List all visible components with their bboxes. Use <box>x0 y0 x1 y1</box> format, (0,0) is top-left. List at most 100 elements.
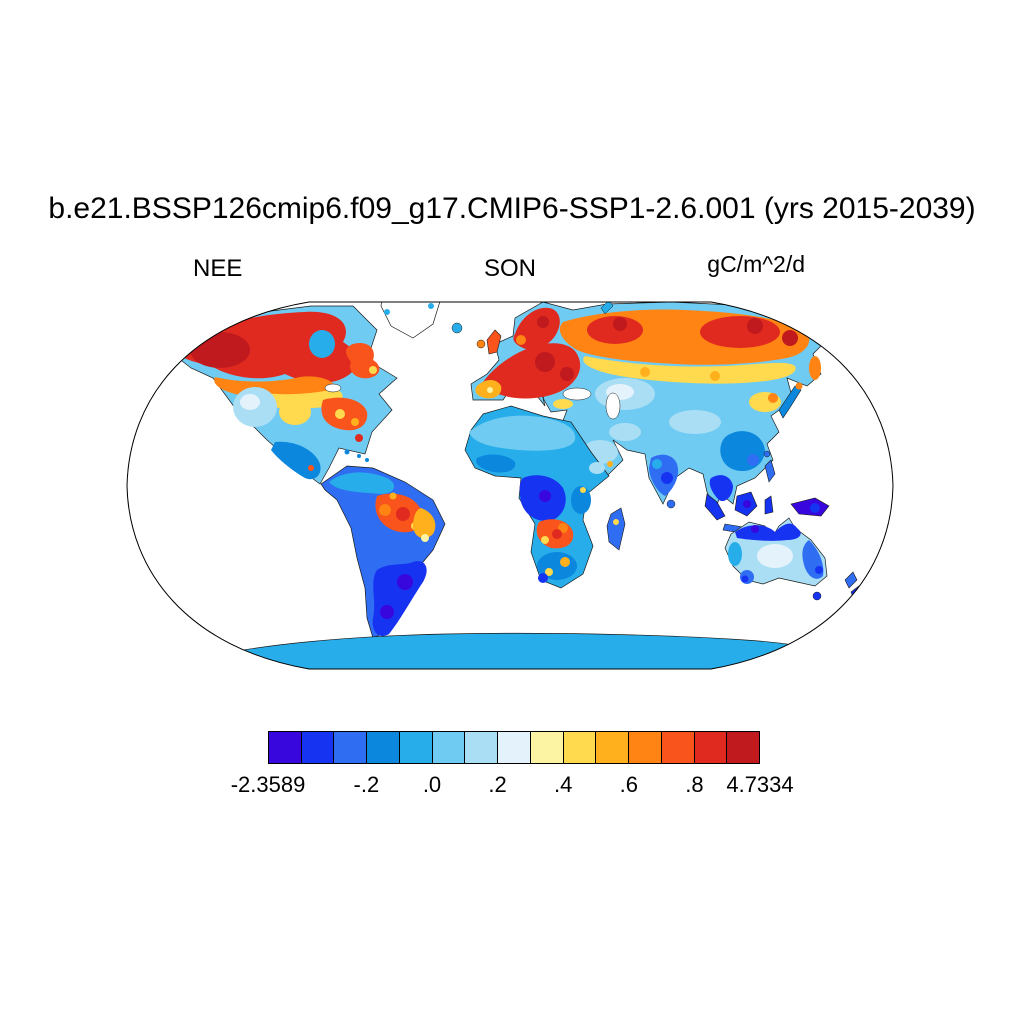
colorbar-cell <box>269 732 302 763</box>
colorbar-tick-label: -.2 <box>353 772 380 797</box>
map-region-patch <box>351 418 359 426</box>
map-region-patch <box>389 492 397 500</box>
map-region-patch <box>666 499 676 509</box>
season-label: SON <box>483 255 537 282</box>
map-region-patch <box>428 303 434 309</box>
colorbar-labels: -2.3589 -.2 .0 .2 .4 .6 .8 4.7334 <box>231 772 794 800</box>
greenland <box>380 290 442 339</box>
map-region-patch <box>640 367 650 377</box>
map-region-patch <box>763 450 771 458</box>
subheader-row: NEE SON gC/m^2/d <box>115 251 905 287</box>
colorbar-tick-label: .6 <box>619 772 638 797</box>
map-region-patch <box>764 459 776 483</box>
map-region-patch <box>476 454 516 473</box>
map-region-patch <box>469 415 576 451</box>
colorbar-tick-label: .8 <box>685 772 704 797</box>
map-region-patch <box>329 472 395 494</box>
map-region-patch <box>542 291 548 297</box>
map-region-patch <box>709 475 733 502</box>
projection-outline <box>126 301 894 670</box>
map-region-patch <box>553 399 573 409</box>
australia <box>724 517 828 601</box>
map-region-patch <box>743 500 751 508</box>
map-region-patch <box>613 519 619 525</box>
map-region-patch <box>782 330 798 346</box>
map-region-patch <box>240 394 260 410</box>
map-region-patch <box>580 487 586 493</box>
colorbar-tick-label: 4.7334 <box>726 772 794 797</box>
africa <box>464 405 610 589</box>
map-region-patch <box>757 544 793 568</box>
caspian-sea <box>605 392 621 420</box>
map-region-patch <box>397 574 413 590</box>
map-region-patch <box>795 382 803 390</box>
figure-title: b.e21.BSSP126cmip6.f09_g17.CMIP6-SSP1-2.… <box>48 192 976 225</box>
map-region-patch <box>451 322 463 334</box>
colorbar-cell <box>563 732 597 763</box>
japan <box>778 382 803 419</box>
map-region-patch <box>661 472 673 484</box>
colorbar-tick-label: -2.3589 <box>230 772 306 797</box>
black-sea <box>562 387 592 401</box>
map-region-patch <box>537 316 549 328</box>
map-region-patch <box>380 302 442 339</box>
south-america <box>320 465 446 639</box>
map-region-patch <box>421 534 429 542</box>
colorbar-cell <box>530 732 564 763</box>
colorbar-tick-label: .4 <box>554 772 573 797</box>
colorbar-tick-label: .2 <box>488 772 507 797</box>
map-region-patch <box>357 454 361 458</box>
map-region-patch <box>583 356 796 384</box>
map-region-patch <box>365 458 369 462</box>
eurasia <box>470 302 832 511</box>
colorbar-cell <box>432 732 466 763</box>
british-isles <box>476 329 502 355</box>
colorbar-cell <box>694 732 728 763</box>
map-region-patch <box>613 317 627 331</box>
units-label: gC/m^2/d <box>707 251 805 277</box>
map-region-patch <box>815 566 823 574</box>
map-region-patch <box>308 465 314 471</box>
map-region-patch <box>609 423 641 441</box>
colorbar-cell <box>498 732 531 763</box>
map-region-patch <box>587 316 643 344</box>
map-region-patch <box>790 497 830 517</box>
map-region-patch <box>335 409 345 419</box>
world-map <box>126 290 894 670</box>
map-region-patch <box>413 508 436 539</box>
variable-label: NEE <box>193 255 243 282</box>
map-region-patch <box>607 461 613 467</box>
map-region-patch <box>476 339 486 349</box>
antarctica <box>192 632 832 669</box>
north-america <box>172 305 398 485</box>
map-region-patch <box>751 525 759 533</box>
map-region-patch <box>309 330 335 358</box>
colorbar-cell <box>629 732 662 763</box>
map-region-patch <box>764 495 774 515</box>
map-region-patch <box>487 387 493 393</box>
colorbar <box>268 731 760 764</box>
map-region-patch <box>192 632 832 669</box>
map-region-patch <box>190 332 250 368</box>
map-region-patch <box>741 575 749 583</box>
map-region-patch <box>589 462 605 474</box>
map-region-patch <box>778 385 802 419</box>
map-region-patch <box>413 290 418 295</box>
map-region-patch <box>541 536 549 544</box>
colorbar-cell <box>334 732 368 763</box>
map-region-patch <box>380 605 394 619</box>
colorbar-cell <box>399 732 433 763</box>
map-region-patch <box>812 591 822 601</box>
map-region-patch <box>652 459 662 469</box>
map-region-patch <box>482 343 581 399</box>
map-region-patch <box>704 493 726 521</box>
colorbar-cell <box>661 732 695 763</box>
colorbar-cell <box>727 732 760 763</box>
map-region-patch <box>728 542 742 566</box>
map-region-patch <box>538 573 548 583</box>
colorbar-cell <box>596 732 630 763</box>
map-region-patch <box>516 335 526 345</box>
map-region-patch <box>700 316 780 348</box>
map-region-patch <box>552 529 562 539</box>
